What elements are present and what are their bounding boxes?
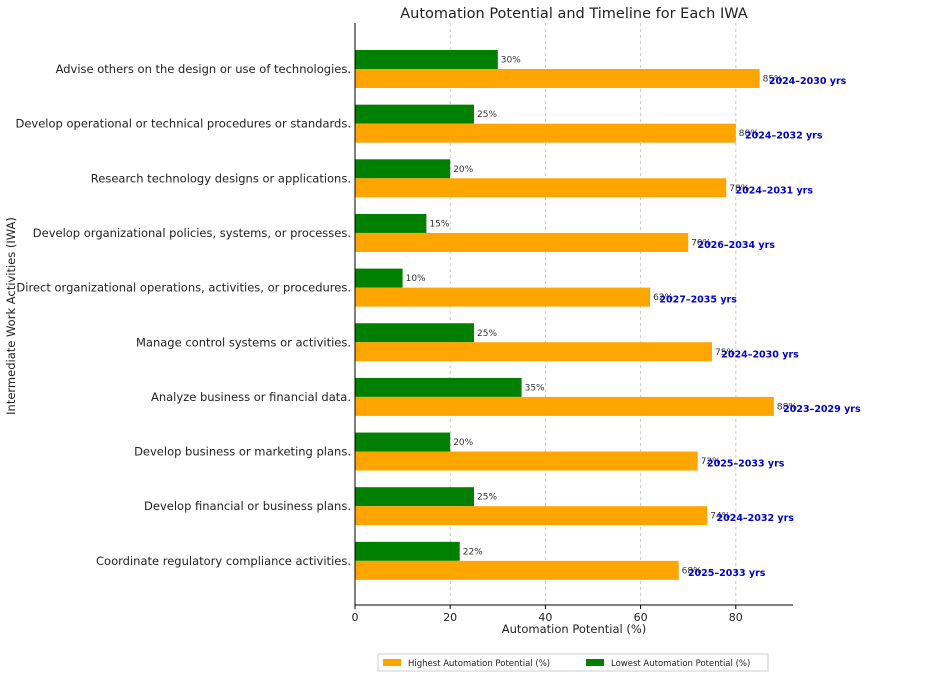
bar-lowest xyxy=(355,213,427,233)
timeline-label: 2024–2030 yrs xyxy=(769,76,847,87)
data-label-lowest: 15% xyxy=(429,219,449,229)
data-label-highest: 78% xyxy=(729,184,749,194)
data-label-lowest: 20% xyxy=(453,438,473,448)
bar-highest xyxy=(355,342,712,362)
bar-lowest xyxy=(355,487,474,507)
chart-title: Automation Potential and Timeline for Ea… xyxy=(400,6,748,22)
data-label-lowest: 35% xyxy=(525,383,545,393)
category-label: Develop financial or business plans. xyxy=(144,499,351,513)
data-label-lowest: 30% xyxy=(501,56,521,66)
x-axis-title: Automation Potential (%) xyxy=(502,622,647,636)
x-tick-label: 20 xyxy=(443,611,457,624)
y-axis-title: Intermediate Work Activities (IWA) xyxy=(4,217,18,415)
data-label-highest: 62% xyxy=(653,293,673,303)
legend-label-lowest: Lowest Automation Potential (%) xyxy=(611,659,750,669)
data-label-lowest: 25% xyxy=(477,110,497,120)
legend-swatch-lowest xyxy=(586,659,604,666)
bar-highest xyxy=(355,451,698,471)
data-label-highest: 80% xyxy=(739,129,759,139)
x-tick-label: 40 xyxy=(538,611,552,624)
category-label: Direct organizational operations, activi… xyxy=(16,281,351,295)
timeline-label: 2024–2030 yrs xyxy=(721,349,799,360)
category-label: Advise others on the design or use of te… xyxy=(56,62,351,76)
data-label-highest: 85% xyxy=(763,75,783,85)
bar-lowest xyxy=(355,541,460,561)
timeline-label: 2026–2034 yrs xyxy=(697,240,775,251)
x-ticks: 0 20 40 60 80 xyxy=(352,605,743,624)
bar-highest xyxy=(355,506,708,526)
bar-highest xyxy=(355,123,736,143)
legend: Highest Automation Potential (%) Lowest … xyxy=(377,653,769,672)
timeline-label: 2024–2032 yrs xyxy=(716,513,794,524)
timeline-label: 2025–2033 yrs xyxy=(688,568,766,579)
category-label: Develop operational or technical procedu… xyxy=(16,117,352,131)
category-label: Analyze business or financial data. xyxy=(151,390,351,404)
data-label-highest: 75% xyxy=(715,348,735,358)
bar-highest xyxy=(355,69,760,88)
bar-highest xyxy=(355,287,651,307)
timeline-label: 2025–2033 yrs xyxy=(707,459,785,470)
data-label-highest: 70% xyxy=(691,238,711,248)
bar-lowest xyxy=(355,50,498,69)
bar-highest xyxy=(355,396,774,416)
timeline-label: 2024–2031 yrs xyxy=(736,185,814,196)
data-label-lowest: 25% xyxy=(477,493,497,503)
data-label-highest: 68% xyxy=(682,566,702,576)
x-tick-label: 80 xyxy=(729,611,743,624)
bar-lowest xyxy=(355,268,403,288)
bar-lowest xyxy=(355,323,474,343)
bar-lowest xyxy=(355,432,451,452)
data-label-lowest: 10% xyxy=(406,274,426,284)
timeline-label: 2024–2032 yrs xyxy=(745,131,823,142)
category-labels: Advise others on the design or use of te… xyxy=(16,62,352,568)
category-label: Research technology designs or applicati… xyxy=(91,171,351,185)
category-label: Coordinate regulatory compliance activit… xyxy=(96,554,351,568)
bar-lowest xyxy=(355,104,474,124)
data-label-highest: 72% xyxy=(701,457,721,467)
category-label: Develop business or marketing plans. xyxy=(134,445,351,459)
data-label-lowest: 25% xyxy=(477,329,497,339)
data-label-highest: 88% xyxy=(777,402,797,412)
data-label-highest: 74% xyxy=(710,512,730,522)
axes xyxy=(354,23,793,606)
bars xyxy=(355,50,774,580)
category-label: Manage control systems or activities. xyxy=(136,335,351,349)
x-tick-label: 60 xyxy=(634,611,648,624)
data-label-lowest: 20% xyxy=(453,165,473,175)
data-label-lowest: 22% xyxy=(463,547,483,557)
x-tick-label: 0 xyxy=(352,611,359,624)
bar-lowest xyxy=(355,159,451,179)
legend-swatch-highest xyxy=(383,659,401,666)
bar-highest xyxy=(355,232,689,252)
timeline-label: 2023–2029 yrs xyxy=(783,404,861,415)
bar-highest xyxy=(355,178,727,198)
timeline-labels: 2024–2030 yrs 2024–2032 yrs 2024–2031 yrs 2… xyxy=(659,76,861,579)
category-label: Develop organizational policies, systems… xyxy=(33,226,351,240)
data-labels: 30% 85% 25% 80% 20% 78% 15% 70% 10% 62% 25% 75% 35% 8… xyxy=(406,56,798,577)
bar-highest xyxy=(355,560,679,580)
bar-lowest xyxy=(355,377,522,397)
timeline-label: 2027–2035 yrs xyxy=(659,295,737,306)
legend-frame xyxy=(377,653,769,672)
legend-label-highest: Highest Automation Potential (%) xyxy=(408,659,550,669)
